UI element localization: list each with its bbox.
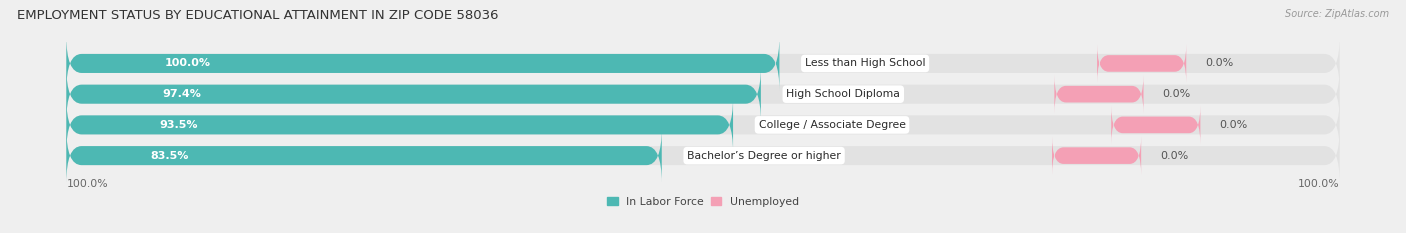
FancyBboxPatch shape: [66, 98, 1340, 152]
Text: 0.0%: 0.0%: [1160, 151, 1188, 161]
FancyBboxPatch shape: [1097, 44, 1187, 83]
Text: High School Diploma: High School Diploma: [786, 89, 900, 99]
FancyBboxPatch shape: [66, 98, 733, 152]
FancyBboxPatch shape: [66, 36, 779, 91]
FancyBboxPatch shape: [1111, 106, 1201, 144]
FancyBboxPatch shape: [66, 128, 662, 183]
Text: 100.0%: 100.0%: [165, 58, 211, 69]
FancyBboxPatch shape: [66, 67, 1340, 122]
FancyBboxPatch shape: [1054, 75, 1143, 113]
FancyBboxPatch shape: [66, 36, 1340, 91]
Text: 0.0%: 0.0%: [1219, 120, 1247, 130]
Text: Bachelor’s Degree or higher: Bachelor’s Degree or higher: [688, 151, 841, 161]
Text: 100.0%: 100.0%: [1298, 179, 1340, 189]
FancyBboxPatch shape: [66, 128, 1340, 183]
Legend: In Labor Force, Unemployed: In Labor Force, Unemployed: [607, 197, 799, 207]
Text: EMPLOYMENT STATUS BY EDUCATIONAL ATTAINMENT IN ZIP CODE 58036: EMPLOYMENT STATUS BY EDUCATIONAL ATTAINM…: [17, 9, 498, 22]
Text: 100.0%: 100.0%: [66, 179, 108, 189]
Text: Less than High School: Less than High School: [804, 58, 925, 69]
Text: 0.0%: 0.0%: [1205, 58, 1233, 69]
Text: Source: ZipAtlas.com: Source: ZipAtlas.com: [1285, 9, 1389, 19]
FancyBboxPatch shape: [66, 67, 761, 122]
Text: 0.0%: 0.0%: [1163, 89, 1191, 99]
FancyBboxPatch shape: [1052, 136, 1142, 175]
Text: 93.5%: 93.5%: [159, 120, 198, 130]
Text: 83.5%: 83.5%: [150, 151, 188, 161]
Text: College / Associate Degree: College / Associate Degree: [758, 120, 905, 130]
Text: 97.4%: 97.4%: [163, 89, 201, 99]
